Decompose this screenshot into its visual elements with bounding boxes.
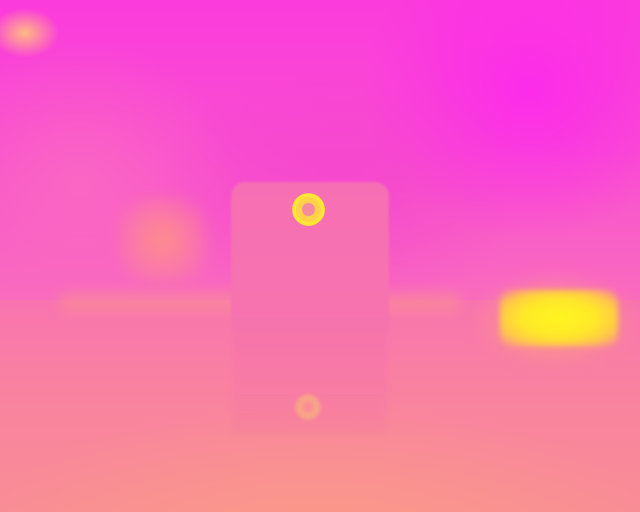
- background-warm-spot: [0, 8, 60, 58]
- lens-reflection: [294, 393, 322, 421]
- hot-yellow-object: [500, 290, 618, 346]
- device-lens-ring: [292, 193, 325, 226]
- warm-object-left: [118, 196, 208, 284]
